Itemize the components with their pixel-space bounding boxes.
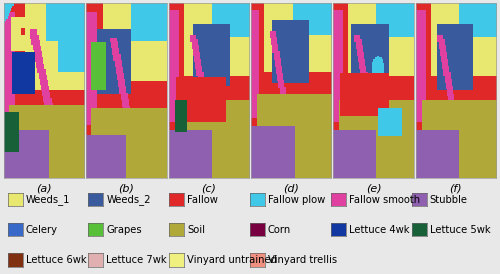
Text: (d): (d) [283,184,299,193]
Text: Fallow plow: Fallow plow [268,195,325,205]
Text: Lettuce 4wk: Lettuce 4wk [349,225,410,235]
Text: (a): (a) [36,184,52,193]
Text: (e): (e) [366,184,382,193]
Text: Vinyard untrained: Vinyard untrained [187,255,277,265]
Text: Lettuce 5wk: Lettuce 5wk [430,225,490,235]
Text: (b): (b) [118,184,134,193]
Text: (c): (c) [202,184,216,193]
Text: Celery: Celery [26,225,58,235]
Text: Fallow: Fallow [187,195,218,205]
Text: Soil: Soil [187,225,205,235]
Text: (f): (f) [450,184,462,193]
Text: Vinyard trellis: Vinyard trellis [268,255,337,265]
Text: Stubble: Stubble [430,195,468,205]
Text: Lettuce 7wk: Lettuce 7wk [106,255,167,265]
Text: Corn: Corn [268,225,291,235]
Text: Weeds_2: Weeds_2 [106,194,151,205]
Text: Fallow smooth: Fallow smooth [349,195,420,205]
Text: Grapes: Grapes [106,225,142,235]
Text: Weeds_1: Weeds_1 [26,194,70,205]
Text: Lettuce 6wk: Lettuce 6wk [26,255,86,265]
